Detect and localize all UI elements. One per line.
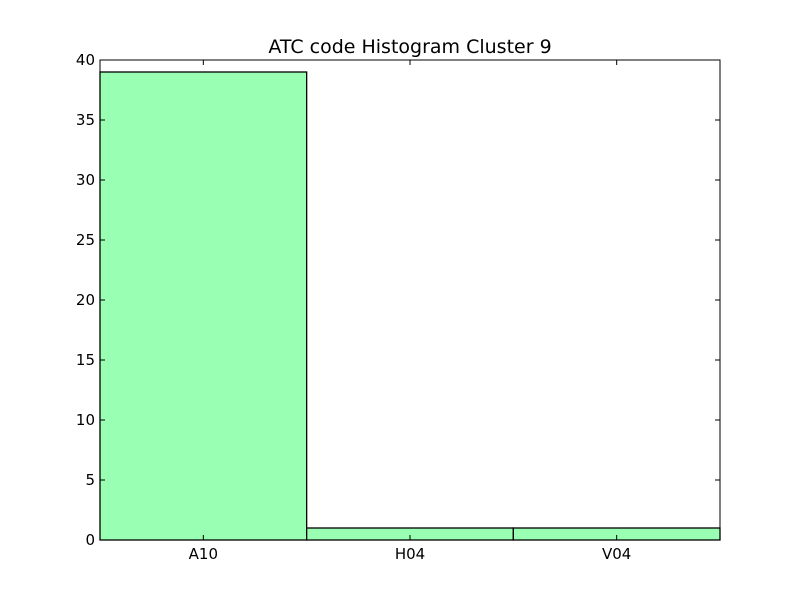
y-tick-label: 5 xyxy=(85,471,95,489)
x-tick-label: H04 xyxy=(395,545,425,563)
y-tick-label: 10 xyxy=(76,411,95,429)
x-tick-label: V04 xyxy=(602,545,631,563)
y-tick-label: 0 xyxy=(85,531,95,549)
tick-label-group: A10 H04 V04 0 5 10 15 20 25 30 35 40 xyxy=(76,51,631,563)
x-tick-label: A10 xyxy=(189,545,218,563)
plot-frame xyxy=(99,59,721,541)
y-tick-label: 35 xyxy=(76,111,95,129)
y-tick-label: 25 xyxy=(76,231,95,249)
bar-a10 xyxy=(99,71,308,541)
y-tick-label: 40 xyxy=(76,51,95,69)
y-tick-label: 15 xyxy=(76,351,95,369)
tick-group xyxy=(100,59,720,541)
y-tick-label: 30 xyxy=(76,171,95,189)
y-tick-label: 20 xyxy=(76,291,95,309)
chart-title: ATC code Histogram Cluster 9 xyxy=(268,36,551,58)
